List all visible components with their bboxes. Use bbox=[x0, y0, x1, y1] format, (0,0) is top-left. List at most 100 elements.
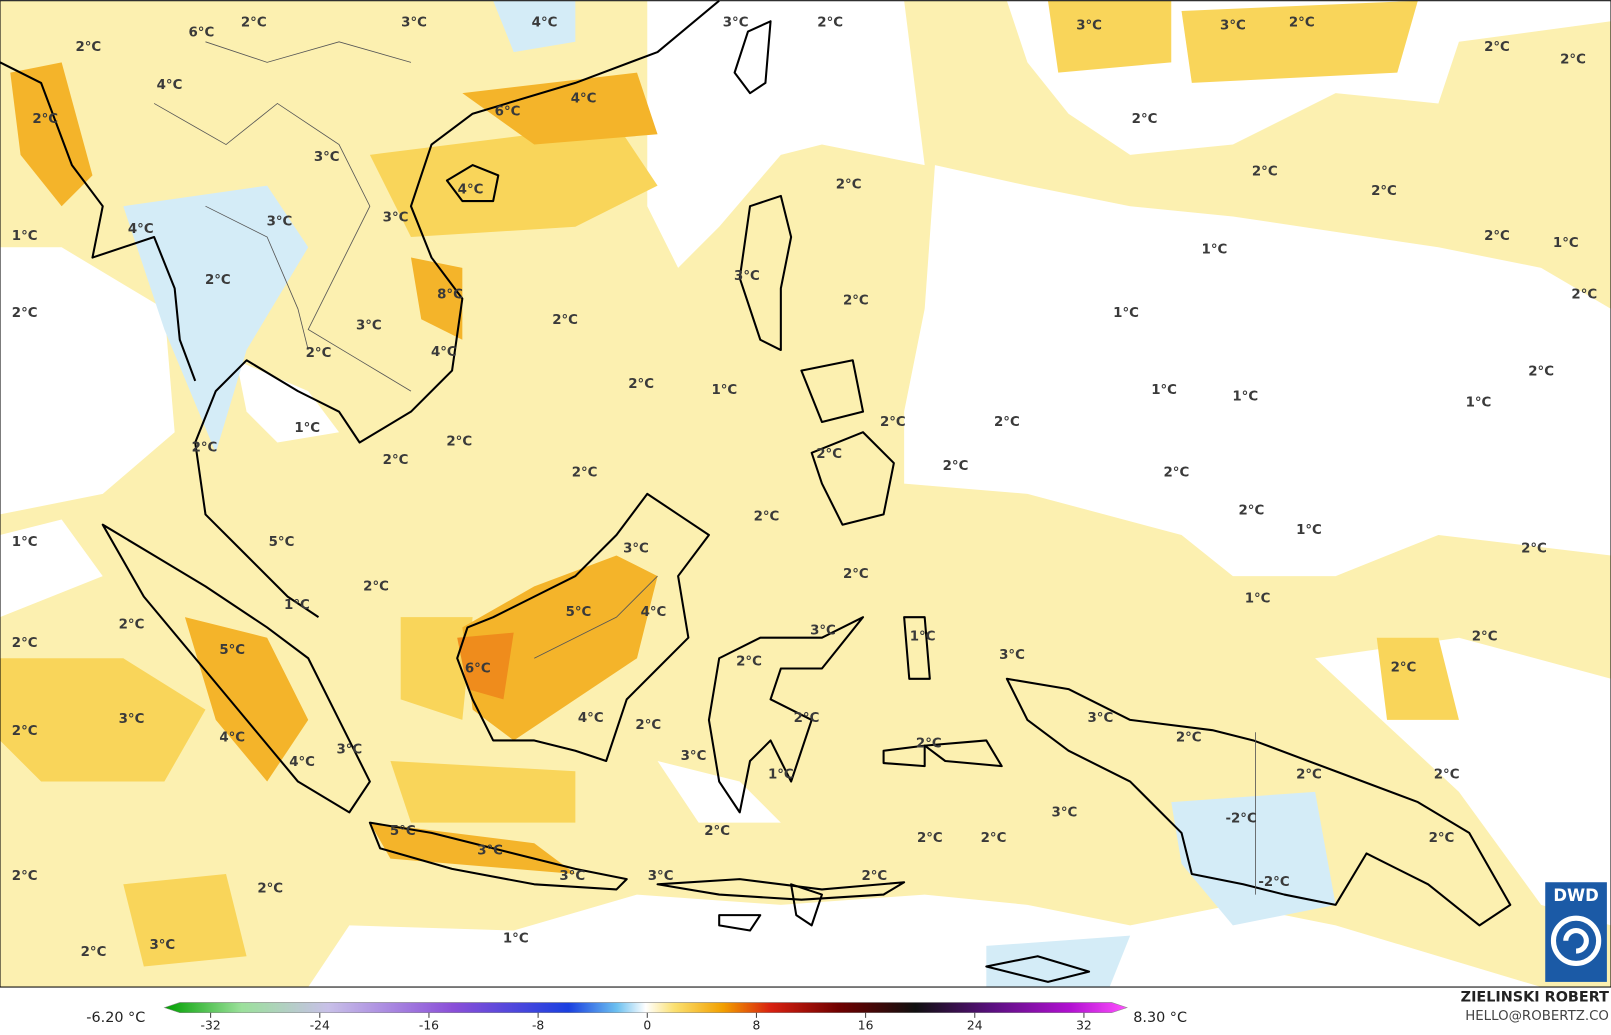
temperature-label: 1°C bbox=[1245, 592, 1271, 607]
borders bbox=[153, 41, 1256, 895]
colorbar-min-label: -6.20 °C bbox=[86, 1010, 145, 1026]
temperature-label: 2°C bbox=[1429, 831, 1455, 846]
temperature-label: 2°C bbox=[572, 465, 598, 480]
temperature-label: 2°C bbox=[880, 415, 906, 430]
temperature-label: 1°C bbox=[1232, 389, 1258, 404]
coastlines bbox=[0, 0, 1512, 983]
temperature-label: 4°C bbox=[219, 730, 245, 745]
temperature-label: 2°C bbox=[205, 273, 231, 288]
logo-spiral bbox=[1563, 927, 1589, 954]
temperature-label: 2°C bbox=[861, 869, 887, 884]
temperature-label: 2°C bbox=[1371, 184, 1397, 199]
temperature-label: 4°C bbox=[128, 222, 154, 237]
temperature-label: 2°C bbox=[981, 831, 1007, 846]
temperature-label: 3°C bbox=[149, 938, 175, 953]
temperature-label: 2°C bbox=[552, 313, 578, 328]
footer: -6.20 °C 8.30 °C ZIELINSKI ROBERT HELLO@… bbox=[86, 989, 1609, 1032]
temperature-label: 3°C bbox=[1076, 18, 1102, 33]
author: ZIELINSKI ROBERT bbox=[1461, 989, 1609, 1005]
temperature-label: 3°C bbox=[314, 150, 340, 165]
temperature-label: 2°C bbox=[704, 824, 730, 839]
temperature-label: 2°C bbox=[794, 711, 820, 726]
temperature-label: 2°C bbox=[1434, 767, 1460, 782]
temperature-label: 2°C bbox=[32, 112, 58, 127]
temperature-label: 3°C bbox=[734, 269, 760, 284]
temperature-label: 3°C bbox=[119, 712, 145, 727]
temperature-label: 2°C bbox=[1484, 229, 1510, 244]
temperature-label: 1°C bbox=[1151, 383, 1177, 398]
temperature-label: 6°C bbox=[495, 105, 521, 120]
temperature-label: 3°C bbox=[723, 15, 749, 30]
logo-ring bbox=[1550, 915, 1602, 966]
temperature-label: 3°C bbox=[681, 749, 707, 764]
temperature-label: 3°C bbox=[477, 843, 503, 858]
temperature-label: 2°C bbox=[817, 15, 843, 30]
temperature-label: 3°C bbox=[1220, 18, 1246, 33]
temperature-label: 2°C bbox=[363, 579, 389, 594]
temperature-label: 3°C bbox=[623, 541, 649, 556]
temperature-label: 4°C bbox=[289, 755, 315, 770]
temperature-label: 2°C bbox=[119, 617, 145, 632]
contact: HELLO@ROBERTZ.CO bbox=[1465, 1009, 1609, 1024]
temperature-label: 2°C bbox=[1132, 112, 1158, 127]
temperature-label: -2°C bbox=[1258, 875, 1289, 890]
temperature-label: 1°C bbox=[284, 598, 310, 613]
temperature-label: 6°C bbox=[465, 662, 491, 677]
temperature-label: 1°C bbox=[1202, 242, 1228, 257]
colorbar-tick-label: -8 bbox=[532, 1019, 544, 1033]
temperature-label: 2°C bbox=[241, 15, 267, 30]
colorbar-tick-label: 16 bbox=[858, 1019, 874, 1033]
temperature-label: 2°C bbox=[843, 567, 869, 582]
colorbar-tick-label: 8 bbox=[753, 1019, 761, 1033]
temperature-label: 1°C bbox=[503, 932, 529, 947]
logo: DWD bbox=[1545, 882, 1607, 982]
temperature-label: 2°C bbox=[843, 294, 869, 309]
temperature-label: 2°C bbox=[12, 869, 38, 884]
temperature-label: 2°C bbox=[1176, 730, 1202, 745]
temperature-label: 5°C bbox=[219, 643, 245, 658]
map-labels: 6°C 2°C 3°C 4°C 3°C 2°C 3°C 3°C 2°C 2°C 2°C 2°C 4°C 6… bbox=[12, 15, 1597, 960]
temperature-label: 5°C bbox=[566, 605, 592, 620]
temperature-label: 2°C bbox=[917, 831, 943, 846]
temperature-label: 8°C bbox=[437, 288, 463, 303]
temperature-label: 1°C bbox=[12, 535, 38, 550]
colorbar-tick-label: -16 bbox=[419, 1019, 439, 1033]
temperature-label: 2°C bbox=[1571, 288, 1597, 303]
temperature-label: 4°C bbox=[157, 78, 183, 93]
temperature-label: 2°C bbox=[754, 509, 780, 524]
temperature-label: 2°C bbox=[836, 178, 862, 193]
temperature-label: 4°C bbox=[431, 345, 457, 360]
temperature-label: 2°C bbox=[12, 636, 38, 651]
temperature-label: 4°C bbox=[532, 15, 558, 30]
temperature-label: 3°C bbox=[1052, 805, 1078, 820]
temperature-label: 2°C bbox=[628, 377, 654, 392]
colorbar-tick-label: 24 bbox=[967, 1019, 983, 1033]
temperature-label: 3°C bbox=[383, 210, 409, 225]
temperature-label: 2°C bbox=[81, 945, 107, 960]
temperature-label: 2°C bbox=[1484, 40, 1510, 55]
colorbar bbox=[163, 1002, 1128, 1013]
temperature-label: 2°C bbox=[75, 40, 101, 55]
temperature-label: 2°C bbox=[816, 447, 842, 462]
temperature-label: 2°C bbox=[635, 718, 661, 733]
temperature-label: 1°C bbox=[294, 421, 320, 436]
temperature-label: 2°C bbox=[192, 441, 218, 456]
temperature-label: 2°C bbox=[383, 453, 409, 468]
temperature-label: 2°C bbox=[306, 346, 332, 361]
hottest-area bbox=[457, 632, 514, 700]
colorbar-max-label: 8.30 °C bbox=[1133, 1010, 1187, 1026]
temperature-label: 5°C bbox=[390, 824, 416, 839]
temperature-label: 1°C bbox=[1296, 523, 1322, 538]
temperature-label: 3°C bbox=[356, 318, 382, 333]
temperature-label: 3°C bbox=[336, 743, 362, 758]
map: 6°C 2°C 3°C 4°C 3°C 2°C 3°C 3°C 2°C 2°C 2°C 2°C 4°C 6… bbox=[0, 0, 1611, 988]
temperature-label: 3°C bbox=[810, 624, 836, 639]
temperature-label: 4°C bbox=[458, 183, 484, 198]
temperature-label: 3°C bbox=[559, 869, 585, 884]
temperature-label: 2°C bbox=[1472, 630, 1498, 645]
colorbar-tick-label: 32 bbox=[1076, 1019, 1092, 1033]
temperature-label: 1°C bbox=[1466, 395, 1492, 410]
temperature-label: 2°C bbox=[12, 306, 38, 321]
temperature-label: 2°C bbox=[943, 459, 969, 474]
